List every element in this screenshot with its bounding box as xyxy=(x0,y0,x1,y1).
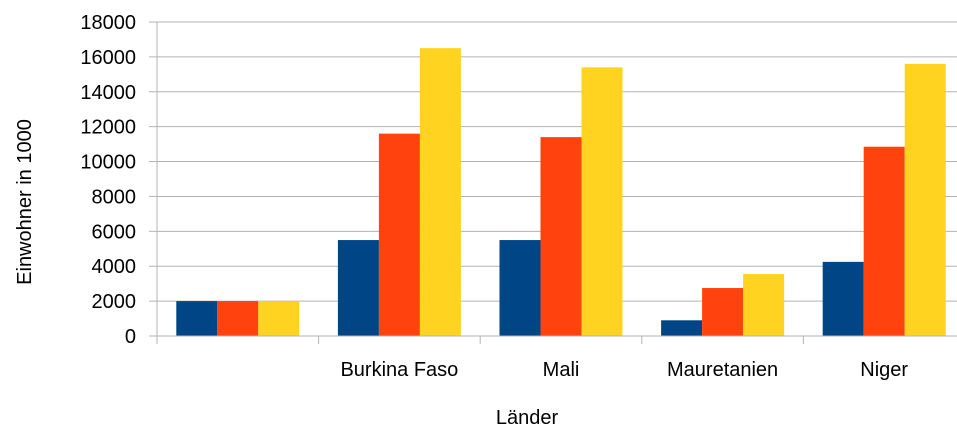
axes xyxy=(149,21,957,344)
y-tick-label: 8000 xyxy=(92,186,137,208)
bar-series-1 xyxy=(661,320,703,336)
bar-series-3 xyxy=(419,48,461,337)
bar-series-3 xyxy=(743,274,785,336)
bar-series-2 xyxy=(217,301,259,336)
bar-series-1 xyxy=(822,261,864,336)
bar-series-1 xyxy=(337,240,379,336)
bar-series-2 xyxy=(540,137,582,336)
bar-series-3 xyxy=(258,301,300,336)
x-tick-label: Mali xyxy=(543,359,580,381)
bar-series-3 xyxy=(904,63,946,336)
y-tick-label: 18000 xyxy=(80,12,136,34)
y-tick-label: 10000 xyxy=(80,152,136,174)
y-tick-labels: 0 2000 4000 6000 8000 10000 12000 14000 16000 180… xyxy=(80,12,136,348)
y-tick-label: 2000 xyxy=(92,291,137,313)
bar-series-2 xyxy=(863,146,905,336)
bars xyxy=(176,48,946,337)
x-tick-label: Burkina Faso xyxy=(340,359,458,381)
bar-series-3 xyxy=(581,67,623,336)
y-tick-label: 14000 xyxy=(80,82,136,104)
x-tick-labels: Burkina Faso Mali Mauretanien Niger xyxy=(340,359,908,381)
y-tick-label: 16000 xyxy=(80,47,136,69)
bar-series-2 xyxy=(702,288,744,336)
bar-series-2 xyxy=(378,133,420,336)
y-tick-label: 12000 xyxy=(80,117,136,139)
x-axis-title: Länder xyxy=(496,407,559,429)
y-tick-label: 6000 xyxy=(92,221,137,243)
y-tick-label: 4000 xyxy=(92,256,137,278)
bar-series-1 xyxy=(176,301,218,336)
y-tick-label: 0 xyxy=(125,326,136,348)
x-tick-label: Niger xyxy=(860,359,908,381)
bar-series-1 xyxy=(499,240,541,336)
y-axis-title: Einwohner in 1000 xyxy=(14,119,36,285)
x-tick-label: Mauretanien xyxy=(667,359,778,381)
